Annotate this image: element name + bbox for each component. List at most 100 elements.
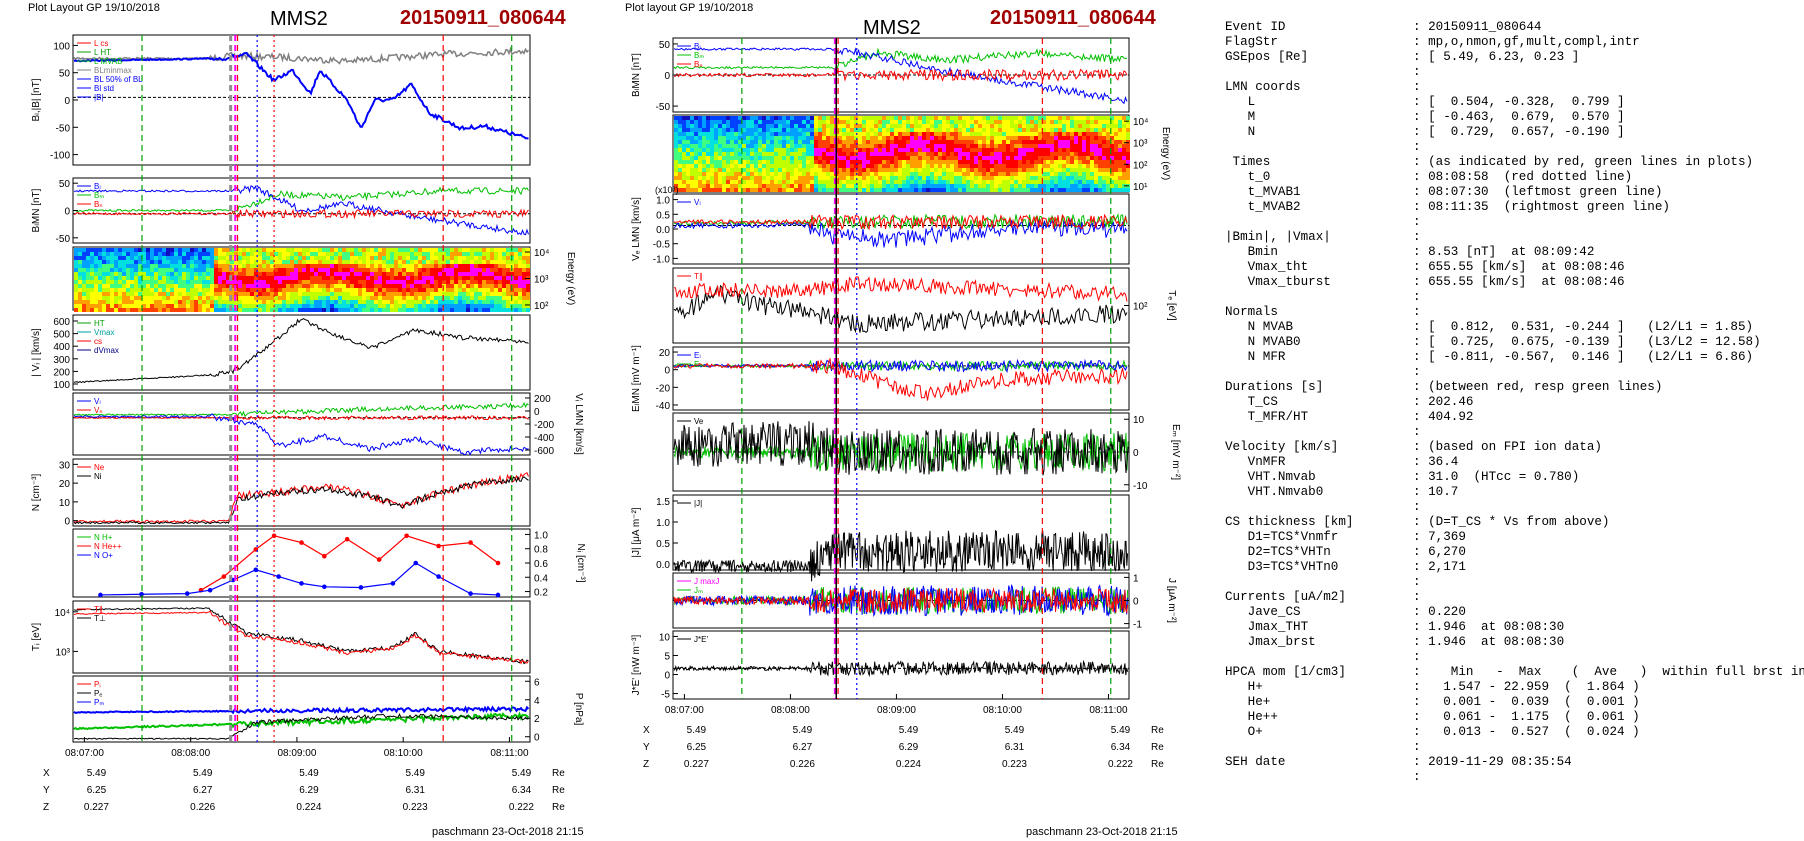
spectrogram: [1010, 140, 1014, 144]
spectrogram: [934, 148, 938, 152]
spectrogram: [806, 180, 810, 184]
spectrogram: [1066, 180, 1070, 184]
spectrogram: [1110, 124, 1114, 128]
spectrogram: [94, 260, 98, 264]
series-line: [673, 47, 1128, 71]
spectrogram: [282, 252, 286, 256]
spectrogram: [290, 288, 294, 292]
spectrogram: [350, 248, 354, 252]
spectrogram: [1094, 152, 1098, 156]
spectrogram: [238, 272, 242, 276]
spectrogram: [214, 268, 218, 272]
spectrogram: [490, 272, 494, 276]
spectrogram: [690, 176, 694, 180]
spectrogram: [998, 116, 1002, 120]
spectrogram: [962, 168, 966, 172]
y-tick-label: -40: [656, 401, 671, 412]
spectrogram: [746, 176, 750, 180]
spectrogram: [810, 116, 814, 120]
spectrogram: [226, 260, 230, 264]
spectrogram: [446, 288, 450, 292]
data-point: [221, 574, 227, 579]
spectrogram: [1046, 144, 1050, 148]
spectrogram: [806, 136, 810, 140]
spectrogram: [1110, 164, 1114, 168]
spectrogram: [290, 260, 294, 264]
spectrogram: [1062, 160, 1066, 164]
spectrogram: [846, 152, 850, 156]
spectrogram: [958, 148, 962, 152]
spectrogram: [910, 116, 914, 120]
spectrogram: [406, 304, 410, 308]
info-value: : 08:08:58 (red dotted line): [1413, 170, 1633, 184]
spectrogram: [390, 264, 394, 268]
spectrogram: [1114, 128, 1118, 132]
spectrogram: [194, 284, 198, 288]
spectrogram: [222, 260, 226, 264]
spectrogram: [358, 260, 362, 264]
info-key: He++: [1225, 710, 1278, 724]
spectrogram: [698, 168, 702, 172]
spectrogram: [706, 184, 710, 188]
spectrogram: [1050, 188, 1054, 192]
spectrogram: [722, 140, 726, 144]
spectrogram: [1098, 148, 1102, 152]
spectrogram: [134, 296, 138, 300]
spectrogram: [706, 132, 710, 136]
spectrogram: [906, 172, 910, 176]
spectrogram: [1122, 160, 1126, 164]
spectrogram: [514, 284, 518, 288]
spectrogram: [930, 140, 934, 144]
spectrogram: [842, 136, 846, 140]
spectrogram: [986, 164, 990, 168]
spectrogram: [378, 304, 382, 308]
spectrogram: [962, 140, 966, 144]
spectrogram: [734, 168, 738, 172]
spectrogram: [802, 160, 806, 164]
spectrogram: [1038, 160, 1042, 164]
panel-frame: [72, 458, 531, 527]
spectrogram: [814, 168, 818, 172]
spectrogram: [146, 248, 150, 252]
spectrogram: [182, 256, 186, 260]
spectrogram: [870, 148, 874, 152]
spectrogram: [1042, 132, 1046, 136]
spectrogram: [778, 120, 782, 124]
spectrogram: [318, 296, 322, 300]
spectrogram: [842, 120, 846, 124]
spectrogram: [866, 140, 870, 144]
position-value: 0.222: [509, 802, 534, 813]
spectrogram: [1010, 116, 1014, 120]
spectrogram: [142, 280, 146, 284]
spectrogram: [722, 188, 726, 192]
spectrogram: [374, 304, 378, 308]
spectrogram: [950, 184, 954, 188]
spectrogram: [1006, 148, 1010, 152]
spectrogram: [766, 128, 770, 132]
spectrogram: [974, 132, 978, 136]
spectrogram: [102, 296, 106, 300]
spectrogram: [1042, 168, 1046, 172]
spectrogram: [78, 264, 82, 268]
spectrogram: [678, 132, 682, 136]
info-row: Jave_CS: 0.220: [1225, 605, 1804, 620]
spectrogram: [486, 308, 490, 312]
spectrogram: [1034, 124, 1038, 128]
spectrogram: [978, 180, 982, 184]
spectrogram: [970, 172, 974, 176]
spectrogram: [846, 144, 850, 148]
spectrogram: [522, 296, 526, 300]
spectrogram: [274, 304, 278, 308]
spectrogram: [862, 156, 866, 160]
spectrogram: [922, 132, 926, 136]
spectrogram: [738, 172, 742, 176]
spectrogram: [694, 128, 698, 132]
spectrogram: [94, 292, 98, 296]
spectrogram: [1054, 136, 1058, 140]
spectrogram: [874, 176, 878, 180]
spectrogram: [1018, 148, 1022, 152]
spectrogram: [734, 136, 738, 140]
spectrogram: [1054, 172, 1058, 176]
spectrogram: [794, 164, 798, 168]
spectrogram: [998, 176, 1002, 180]
